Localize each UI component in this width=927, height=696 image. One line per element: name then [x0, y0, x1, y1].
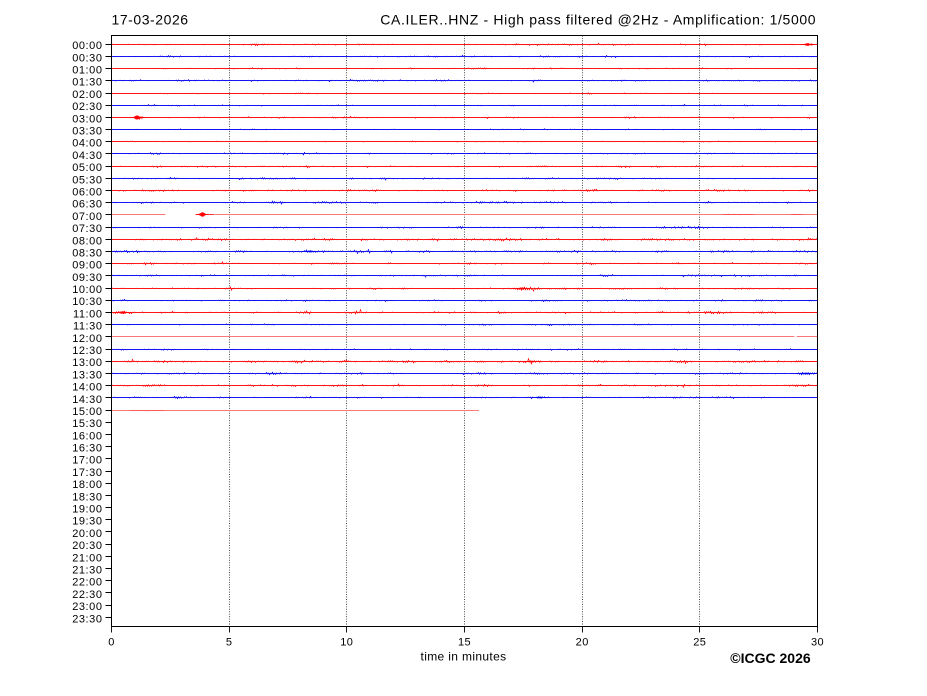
svg-text:22:30: 22:30 [72, 589, 102, 601]
svg-text:15:00: 15:00 [72, 406, 102, 418]
svg-text:CA.ILER..HNZ - High pass filte: CA.ILER..HNZ - High pass filtered @2Hz -… [380, 11, 816, 27]
svg-text:00:00: 00:00 [72, 40, 102, 52]
svg-text:00:30: 00:30 [72, 52, 102, 64]
svg-text:04:00: 04:00 [72, 138, 102, 150]
svg-text:09:30: 09:30 [72, 272, 102, 284]
svg-text:14:00: 14:00 [72, 382, 102, 394]
svg-text:12:00: 12:00 [72, 333, 102, 345]
svg-text:19:00: 19:00 [72, 504, 102, 516]
svg-text:21:30: 21:30 [72, 564, 102, 576]
svg-text:17-03-2026: 17-03-2026 [112, 11, 189, 27]
svg-text:03:00: 03:00 [72, 113, 102, 125]
svg-text:15:30: 15:30 [72, 418, 102, 430]
svg-text:01:00: 01:00 [72, 65, 102, 77]
svg-text:17:30: 17:30 [72, 467, 102, 479]
svg-text:time in minutes: time in minutes [421, 650, 507, 664]
svg-text:23:30: 23:30 [72, 613, 102, 625]
svg-text:17:00: 17:00 [72, 455, 102, 467]
svg-text:25: 25 [693, 636, 706, 648]
svg-text:22:00: 22:00 [72, 577, 102, 589]
svg-text:14:30: 14:30 [72, 394, 102, 406]
svg-text:10: 10 [340, 636, 353, 648]
svg-text:04:30: 04:30 [72, 150, 102, 162]
svg-text:13:30: 13:30 [72, 369, 102, 381]
svg-text:03:30: 03:30 [72, 126, 102, 138]
svg-text:09:00: 09:00 [72, 260, 102, 272]
svg-text:11:30: 11:30 [73, 321, 102, 333]
svg-text:19:30: 19:30 [72, 516, 102, 528]
svg-text:12:30: 12:30 [72, 345, 102, 357]
svg-text:18:00: 18:00 [72, 479, 102, 491]
svg-text:20:00: 20:00 [72, 528, 102, 540]
svg-text:06:00: 06:00 [72, 186, 102, 198]
svg-text:02:30: 02:30 [72, 101, 102, 113]
svg-text:05:00: 05:00 [72, 162, 102, 174]
svg-text:0: 0 [108, 636, 115, 648]
svg-text:16:30: 16:30 [72, 443, 102, 455]
svg-text:15: 15 [458, 636, 471, 648]
svg-text:05:30: 05:30 [72, 174, 102, 186]
svg-text:23:00: 23:00 [72, 601, 102, 613]
svg-text:©ICGC 2026: ©ICGC 2026 [730, 650, 811, 666]
svg-text:01:30: 01:30 [72, 77, 102, 89]
svg-text:5: 5 [226, 636, 233, 648]
svg-text:30: 30 [811, 636, 824, 648]
svg-text:21:00: 21:00 [72, 552, 102, 564]
svg-text:13:00: 13:00 [72, 357, 102, 369]
svg-text:10:00: 10:00 [72, 284, 102, 296]
svg-text:10:30: 10:30 [72, 296, 102, 308]
svg-text:20:30: 20:30 [72, 540, 102, 552]
svg-text:06:30: 06:30 [72, 199, 102, 211]
svg-text:11:00: 11:00 [73, 308, 102, 320]
svg-text:18:30: 18:30 [72, 491, 102, 503]
svg-text:08:30: 08:30 [72, 247, 102, 259]
svg-text:08:00: 08:00 [72, 235, 102, 247]
svg-text:07:00: 07:00 [72, 211, 102, 223]
svg-text:16:00: 16:00 [72, 430, 102, 442]
svg-text:20: 20 [576, 636, 589, 648]
svg-text:02:00: 02:00 [72, 89, 102, 101]
svg-text:07:30: 07:30 [72, 223, 102, 235]
